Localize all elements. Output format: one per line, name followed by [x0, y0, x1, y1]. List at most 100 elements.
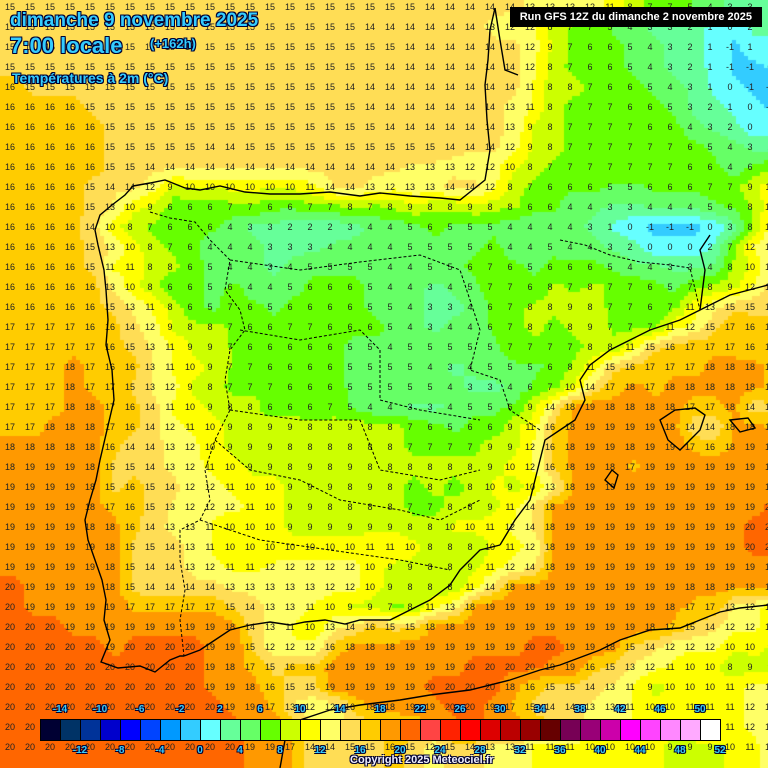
grid-value: 4: [247, 262, 253, 272]
grid-value: 11: [305, 602, 315, 612]
grid-value: 19: [24, 522, 35, 532]
grid-value: 19: [764, 562, 768, 572]
grid-value: 12: [524, 442, 535, 452]
grid-value: 15: [144, 482, 155, 492]
colorbar-swatch: [681, 720, 701, 740]
grid-value: 9: [487, 442, 493, 452]
grid-value: 15: [604, 362, 615, 372]
grid-value: 5: [207, 282, 213, 292]
colorbar-swatch: [61, 720, 81, 740]
grid-value: 1: [707, 42, 713, 52]
grid-value: 0: [667, 242, 673, 252]
grid-value: 15: [284, 102, 295, 112]
grid-value: 15: [4, 42, 15, 52]
grid-value: 19: [84, 562, 95, 572]
grid-value: 19: [504, 622, 515, 632]
grid-value: 15: [84, 42, 95, 52]
grid-value: 9: [307, 462, 313, 472]
grid-value: 14: [464, 122, 475, 132]
grid-value: 8: [387, 462, 393, 472]
grid-value: 14: [424, 2, 435, 12]
grid-value: 5: [347, 362, 353, 372]
grid-value: 12: [464, 162, 475, 172]
grid-value: 15: [164, 62, 175, 72]
grid-value: 9: [467, 562, 473, 572]
grid-value: 15: [184, 142, 195, 152]
grid-value: 18: [704, 582, 715, 592]
grid-value: 5: [627, 182, 633, 192]
grid-value: 15: [144, 102, 155, 112]
grid-value: 15: [44, 2, 55, 12]
grid-value: 15: [264, 142, 275, 152]
grid-value: 4: [707, 262, 713, 272]
grid-value: -1: [745, 62, 754, 72]
grid-value: 11: [685, 302, 695, 312]
grid-value: 20: [4, 682, 15, 692]
grid-value: 15: [84, 62, 95, 72]
grid-value: 11: [525, 422, 535, 432]
grid-value: 18: [84, 462, 95, 472]
grid-value: 14: [424, 82, 435, 92]
grid-value: 15: [144, 2, 155, 12]
grid-value: 19: [524, 602, 535, 612]
grid-value: 17: [4, 322, 15, 332]
grid-value: 19: [584, 402, 595, 412]
colorbar-label-bottom: 52: [714, 745, 726, 756]
grid-value: 15: [284, 122, 295, 132]
grid-value: 15: [704, 322, 715, 332]
grid-value: 18: [564, 442, 575, 452]
grid-value: 13: [724, 602, 735, 612]
grid-value: 15: [264, 42, 275, 52]
grid-value: 17: [24, 382, 35, 392]
grid-value: 15: [64, 22, 75, 32]
grid-value: 18: [24, 442, 35, 452]
grid-value: 6: [267, 342, 273, 352]
grid-value: 17: [4, 362, 15, 372]
grid-value: 19: [64, 562, 75, 572]
grid-value: 9: [347, 602, 353, 612]
grid-value: 3: [727, 222, 733, 232]
grid-value: 15: [324, 62, 335, 72]
grid-value: 8: [347, 502, 353, 512]
grid-value: 6: [727, 202, 733, 212]
grid-value: 15: [384, 42, 395, 52]
grid-value: 13: [264, 602, 275, 612]
grid-value: 19: [44, 482, 55, 492]
grid-value: 18: [644, 622, 655, 632]
grid-value: 17: [604, 382, 615, 392]
grid-value: 19: [584, 582, 595, 592]
grid-value: 15: [144, 142, 155, 152]
grid-value: 19: [744, 562, 755, 572]
grid-value: 20: [124, 742, 135, 752]
grid-value: 11: [425, 602, 435, 612]
grid-value: 19: [24, 542, 35, 552]
grid-value: 6: [187, 242, 193, 252]
grid-value: 15: [164, 122, 175, 132]
grid-value: 7: [687, 282, 693, 292]
grid-value: 17: [684, 402, 695, 412]
grid-value: 14: [704, 422, 715, 432]
grid-value: 7: [287, 322, 293, 332]
grid-value: 6: [167, 282, 173, 292]
grid-value: 15: [124, 382, 135, 392]
grid-value: 13: [424, 162, 435, 172]
grid-value: 15: [4, 2, 15, 12]
grid-value: 7: [547, 382, 553, 392]
grid-value: 8: [507, 202, 513, 212]
grid-value: 7: [227, 382, 233, 392]
grid-value: 19: [604, 422, 615, 432]
grid-value: 18: [764, 582, 768, 592]
grid-value: 19: [44, 542, 55, 552]
grid-value: 14: [284, 162, 295, 172]
grid-value: 15: [4, 22, 15, 32]
grid-value: 5: [347, 262, 353, 272]
colorbar-label-bottom: 40: [594, 745, 606, 756]
grid-value: 9: [747, 182, 753, 192]
grid-value: 19: [624, 562, 635, 572]
grid-value: 4: [367, 222, 373, 232]
grid-value: 4: [727, 142, 733, 152]
grid-value: 19: [84, 622, 95, 632]
grid-value: 19: [584, 502, 595, 512]
grid-value: 14: [384, 122, 395, 132]
grid-value: 19: [244, 702, 255, 712]
